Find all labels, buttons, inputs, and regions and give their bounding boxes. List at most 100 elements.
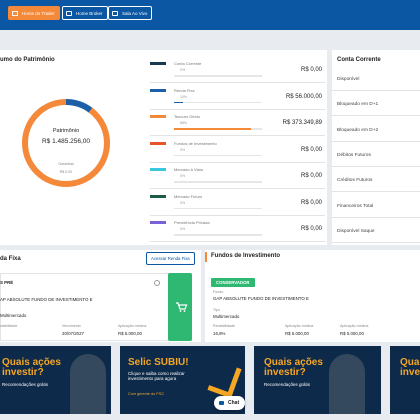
field-label: Vencimento (62, 324, 81, 328)
conta-row: Disponível (337, 77, 360, 82)
legend-swatch (150, 115, 166, 118)
info-icon[interactable] (154, 280, 160, 286)
conta-row: Financeiros Total (337, 203, 374, 209)
field-value: 20/07/2027 (62, 331, 84, 336)
banner[interactable]: Quais ações investir? Recomendações grát… (0, 346, 111, 414)
fund-card (0, 273, 192, 341)
separator (332, 115, 420, 117)
nav-button[interactable]: Home do Trader (8, 6, 60, 20)
cart-icon (176, 302, 188, 312)
separator (332, 216, 420, 218)
buy-button[interactable] (168, 273, 192, 341)
accent (205, 252, 207, 262)
item-name: Conta Corrente (174, 61, 202, 66)
item-value: R$ 373.349,89 (282, 120, 322, 126)
separator (332, 191, 420, 193)
legend-swatch (150, 62, 166, 65)
panel-title: da Fixa (0, 256, 21, 262)
progress-track (174, 75, 262, 77)
nav-button[interactable]: Home Broker (62, 6, 108, 20)
nav-label: Home do Trader (22, 11, 55, 16)
item-value: R$ 0,00 (300, 146, 322, 153)
item-value: R$ 0,00 (300, 199, 322, 206)
banner-link[interactable]: Com gerente do PSC (128, 392, 165, 396)
fund-type: Multimercado (213, 314, 240, 319)
progress-track (174, 181, 262, 183)
tag: CONSERVADOR (211, 278, 255, 287)
separator (150, 241, 325, 242)
progress-track (174, 154, 262, 156)
banner-title: Quais ações investir? (400, 357, 420, 378)
item-pct: 0% (180, 147, 186, 152)
conta-row: Bloqueado em D+2 (337, 127, 379, 133)
nav-button[interactable]: Sala Ao Vivo (108, 6, 153, 20)
banner-subtitle: Recomendações grátis (264, 382, 311, 387)
field-value: R$ 5.000,00 (340, 331, 364, 336)
banner[interactable]: Quais ações investir? Recomendações grát… (254, 346, 381, 414)
item-value: R$ 0,00 (300, 173, 322, 179)
item-name: Mercado Futuro (174, 193, 203, 199)
nav-label: Home Broker (76, 11, 103, 16)
field-label: Aplicação mínima (285, 324, 314, 328)
separator (332, 90, 420, 91)
garantias-value: R$ 0,00 (59, 170, 73, 174)
arrow (207, 360, 242, 399)
legend-swatch (150, 168, 166, 171)
legend-swatch (150, 88, 166, 92)
field-label: ntabilidade (0, 324, 18, 328)
donut (22, 99, 110, 187)
item-pct: 0% (180, 174, 186, 178)
progress-bar (174, 128, 252, 130)
panel-title: Conta Corrente (337, 57, 381, 63)
legend-swatch (150, 194, 166, 198)
separator (150, 161, 325, 163)
item-name: Mercado à Vista (174, 167, 203, 172)
item-name: Previdência Privada (174, 220, 210, 225)
item-name: Renda Fixa (174, 87, 195, 93)
progress-track (174, 207, 262, 209)
field-value: R$ 5.000,00 (118, 331, 142, 336)
field-value: 16,8% (213, 331, 226, 336)
separator (150, 82, 325, 83)
field-label: Aplicação mínima (118, 324, 147, 328)
field-label: Rentabilidade (213, 324, 235, 328)
field-value: R$ 5.000,00 (285, 331, 309, 336)
item-pct: 10% (180, 94, 188, 99)
separator (150, 188, 325, 189)
field-label: Tipo (213, 308, 220, 312)
progress-bar (174, 101, 183, 103)
person (329, 354, 365, 414)
banner-title: Quais ações investir? (2, 357, 61, 378)
item-value: R$ 0,00 (300, 226, 322, 232)
separator (150, 108, 325, 110)
item-value: R$ 56.000,00 (285, 93, 322, 100)
conta-panel (332, 50, 420, 245)
field-label: Aplicação mínima (340, 324, 369, 328)
field-label: Fundo (213, 290, 224, 294)
conta-row: Bloqueado em D+1 (337, 102, 379, 108)
conta-row: Débitos Futuros (337, 152, 371, 158)
item-name: Tesouro Direto (174, 114, 201, 119)
separator (150, 214, 325, 216)
separator (332, 140, 420, 142)
legend-swatch (150, 141, 166, 145)
progress-track (174, 101, 262, 103)
action-button[interactable]: Acessar Renda Fixa (146, 252, 195, 265)
separator (150, 135, 325, 136)
item-value: R$ 0,00 (300, 67, 322, 73)
conta-row: Créditos Futuros (337, 178, 373, 184)
banner[interactable]: Quais ações investir? (390, 346, 420, 414)
panel-title: Fundos de Investimento (211, 253, 281, 259)
chat-icon (219, 401, 224, 405)
item-pct: 0% (180, 68, 186, 72)
chat-button[interactable]: Chat (214, 396, 246, 410)
donut-value: R$ 1.485.256,00 (41, 138, 91, 145)
legend-swatch (150, 221, 166, 224)
chat-label: Chat (228, 400, 240, 406)
banner-subtitle: Clique e saiba como realizar investiment… (128, 371, 185, 381)
person (70, 354, 106, 414)
banner-subtitle: Recomendações grátis (2, 382, 49, 387)
separator (332, 241, 420, 243)
garantias-label: Garantias (58, 162, 74, 166)
